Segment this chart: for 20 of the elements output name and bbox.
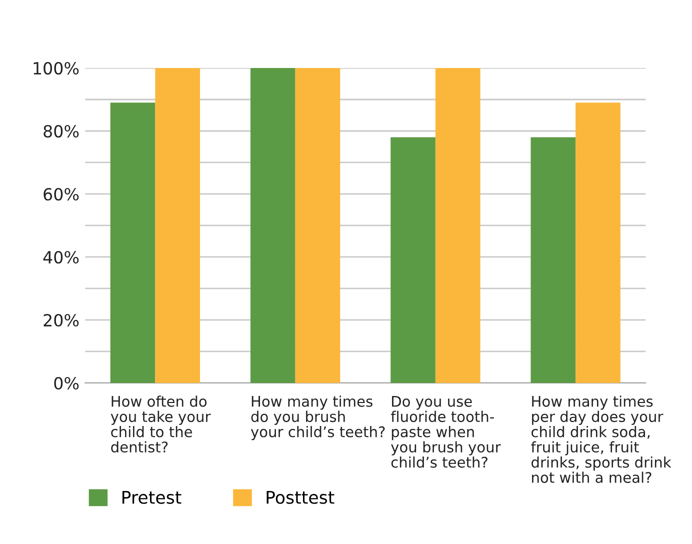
bar xyxy=(155,68,200,383)
bar xyxy=(530,137,576,383)
y-tick-label: 100% xyxy=(34,62,79,75)
x-tick-label: How often do you take your child to the dentist? xyxy=(110,396,211,453)
legend-label: Posttest xyxy=(266,491,334,504)
bar xyxy=(390,137,436,383)
bar xyxy=(295,68,340,383)
x-tick-label: How many times per day does your child drink soda, fruit juice, fruit drinks, sports drink not with a meal? xyxy=(531,396,672,483)
y-tick-label: 40% xyxy=(43,250,79,264)
y-tick-label: 20% xyxy=(44,314,79,327)
x-tick-label: Do you use fluoride tooth- paste when you brush your child’s teeth? xyxy=(390,396,501,468)
y-tick-label: 60% xyxy=(44,188,79,201)
x-tick-label: How many times do you brush your child’s teeth? xyxy=(250,396,385,440)
bar xyxy=(110,102,156,383)
bar xyxy=(250,68,296,383)
bar xyxy=(435,68,480,383)
y-tick-label: 0% xyxy=(54,376,79,390)
legend-label: Pretest xyxy=(122,491,182,504)
bar xyxy=(576,102,620,383)
y-tick-label: 80% xyxy=(44,124,79,138)
